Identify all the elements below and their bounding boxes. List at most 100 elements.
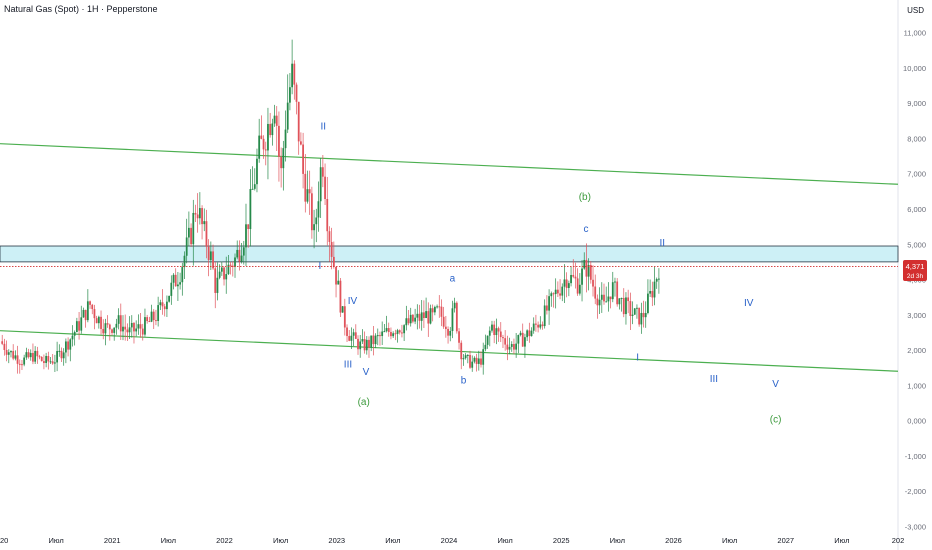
- candle-body: [475, 357, 478, 364]
- candle-body: [89, 301, 91, 305]
- wave-label: V: [363, 367, 370, 378]
- candle-body: [75, 321, 78, 333]
- candle-body: [161, 302, 164, 307]
- wave-label: I: [319, 261, 322, 272]
- candle-body: [297, 101, 300, 142]
- candle-body: [469, 354, 471, 368]
- candle-body: [69, 339, 72, 350]
- candle-body: [144, 317, 146, 335]
- y-tick-label: -3,000: [905, 522, 926, 531]
- candle-body: [284, 129, 287, 149]
- candle-body: [40, 356, 43, 362]
- x-tick-label: 2027: [777, 536, 794, 545]
- candle-body: [126, 329, 129, 333]
- candle-body: [556, 289, 559, 294]
- candle-body: [214, 268, 217, 293]
- candle-body: [247, 224, 250, 230]
- candle-body: [319, 167, 322, 202]
- candle-body: [521, 332, 524, 347]
- x-tick-label: 2020: [0, 536, 8, 545]
- candle-body: [168, 295, 171, 302]
- candle-body: [343, 306, 346, 328]
- currency-label[interactable]: USD: [907, 6, 924, 15]
- candle-body: [289, 87, 291, 103]
- candle-body: [278, 125, 280, 157]
- y-tick-label: 3,000: [907, 311, 926, 320]
- candle-body: [117, 315, 120, 324]
- candle-body: [570, 274, 572, 284]
- x-tick-label: 202: [892, 536, 905, 545]
- x-tick-label: Июл: [385, 536, 400, 545]
- candle-body: [532, 323, 535, 331]
- candle-body: [310, 193, 313, 231]
- candle-body: [350, 335, 353, 341]
- candle-body: [346, 327, 348, 337]
- candle-body: [253, 184, 256, 189]
- candle-body: [644, 313, 647, 318]
- candle-body: [370, 335, 373, 348]
- candle-body: [605, 301, 608, 303]
- candle-body: [499, 331, 502, 338]
- candle-body: [585, 259, 588, 277]
- candle-body: [229, 264, 232, 266]
- candle-body: [286, 102, 289, 130]
- candle-body: [267, 123, 269, 151]
- candle-body: [372, 335, 375, 345]
- candle-body: [466, 354, 469, 356]
- candle-body: [324, 176, 326, 200]
- candle-body: [1, 341, 4, 344]
- candle-body: [528, 330, 531, 337]
- candle-body: [313, 224, 315, 231]
- candle-body: [616, 281, 619, 305]
- candle-body: [548, 296, 550, 311]
- price-tag-countdown: 2d 3h: [907, 273, 924, 280]
- candle-body: [363, 339, 366, 351]
- candle-body: [631, 314, 634, 316]
- x-tick-label: 2026: [665, 536, 682, 545]
- candle-body: [497, 328, 500, 332]
- candle-body: [381, 331, 384, 337]
- candle-body: [148, 321, 151, 323]
- candle-body: [578, 284, 581, 294]
- trendline: [0, 330, 899, 372]
- candle-body: [559, 293, 561, 296]
- candle-body: [190, 227, 192, 245]
- y-tick-label: 5,000: [907, 240, 926, 249]
- candle-body: [431, 308, 434, 313]
- candle-body: [405, 318, 408, 326]
- candle-body: [506, 344, 509, 350]
- candle-body: [34, 350, 37, 362]
- candle-body: [10, 351, 12, 353]
- candle-body: [653, 281, 656, 298]
- candle-body: [640, 312, 643, 325]
- candle-body: [412, 314, 414, 322]
- candle-body: [539, 324, 542, 328]
- candle-body: [524, 337, 526, 347]
- trendline: [0, 143, 899, 185]
- wave-label: (c): [770, 414, 782, 425]
- wave-label: c: [583, 224, 588, 235]
- candle-body: [67, 341, 69, 350]
- candle-body: [269, 123, 272, 136]
- candle-body: [295, 84, 298, 102]
- candle-body: [598, 299, 601, 306]
- candle-body: [541, 324, 544, 327]
- candle-body: [545, 305, 548, 311]
- candle-body: [282, 148, 285, 169]
- candle-body: [449, 330, 452, 336]
- candle-body: [642, 312, 645, 318]
- candle-body: [354, 332, 357, 339]
- candle-body: [550, 293, 553, 297]
- candle-body: [111, 329, 113, 333]
- candle-body: [535, 323, 537, 325]
- candle-body: [238, 249, 241, 262]
- wave-label: IV: [744, 298, 754, 309]
- y-tick-label: 1,000: [907, 381, 926, 390]
- candle-body: [236, 249, 239, 258]
- candle-body: [181, 267, 184, 283]
- candle-body: [526, 330, 529, 338]
- candle-body: [455, 302, 458, 332]
- price-tag-box: [903, 260, 927, 281]
- candle-body: [504, 338, 507, 345]
